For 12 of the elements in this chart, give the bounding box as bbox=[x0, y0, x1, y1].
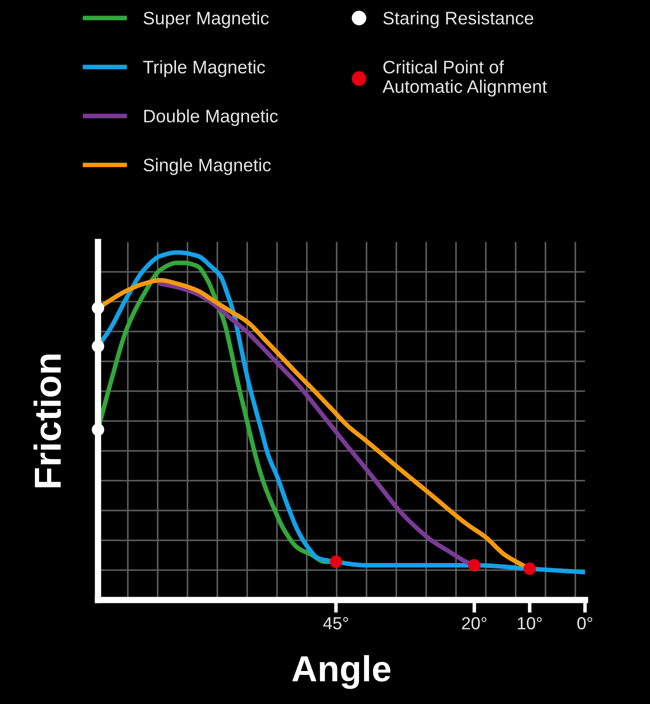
x-tick-label: 10° bbox=[518, 617, 542, 630]
x-tick-label: 0° bbox=[577, 617, 592, 630]
y-axis-title: Friction bbox=[34, 354, 62, 488]
legend-label: Critical Point of Automatic Alignment bbox=[382, 60, 547, 97]
x-axis-title: Angle bbox=[292, 655, 390, 689]
legend-label: Single Magnetic bbox=[144, 158, 271, 176]
x-tick-label: 45° bbox=[323, 617, 348, 630]
legend-label: Triple Magnetic bbox=[143, 60, 266, 78]
legend-label: Double Magnetic bbox=[144, 109, 278, 126]
legend-label: Super Magnetic bbox=[144, 11, 269, 28]
legend-label: Staring Resistance bbox=[383, 11, 534, 28]
x-tick-label: 20° bbox=[462, 617, 486, 630]
